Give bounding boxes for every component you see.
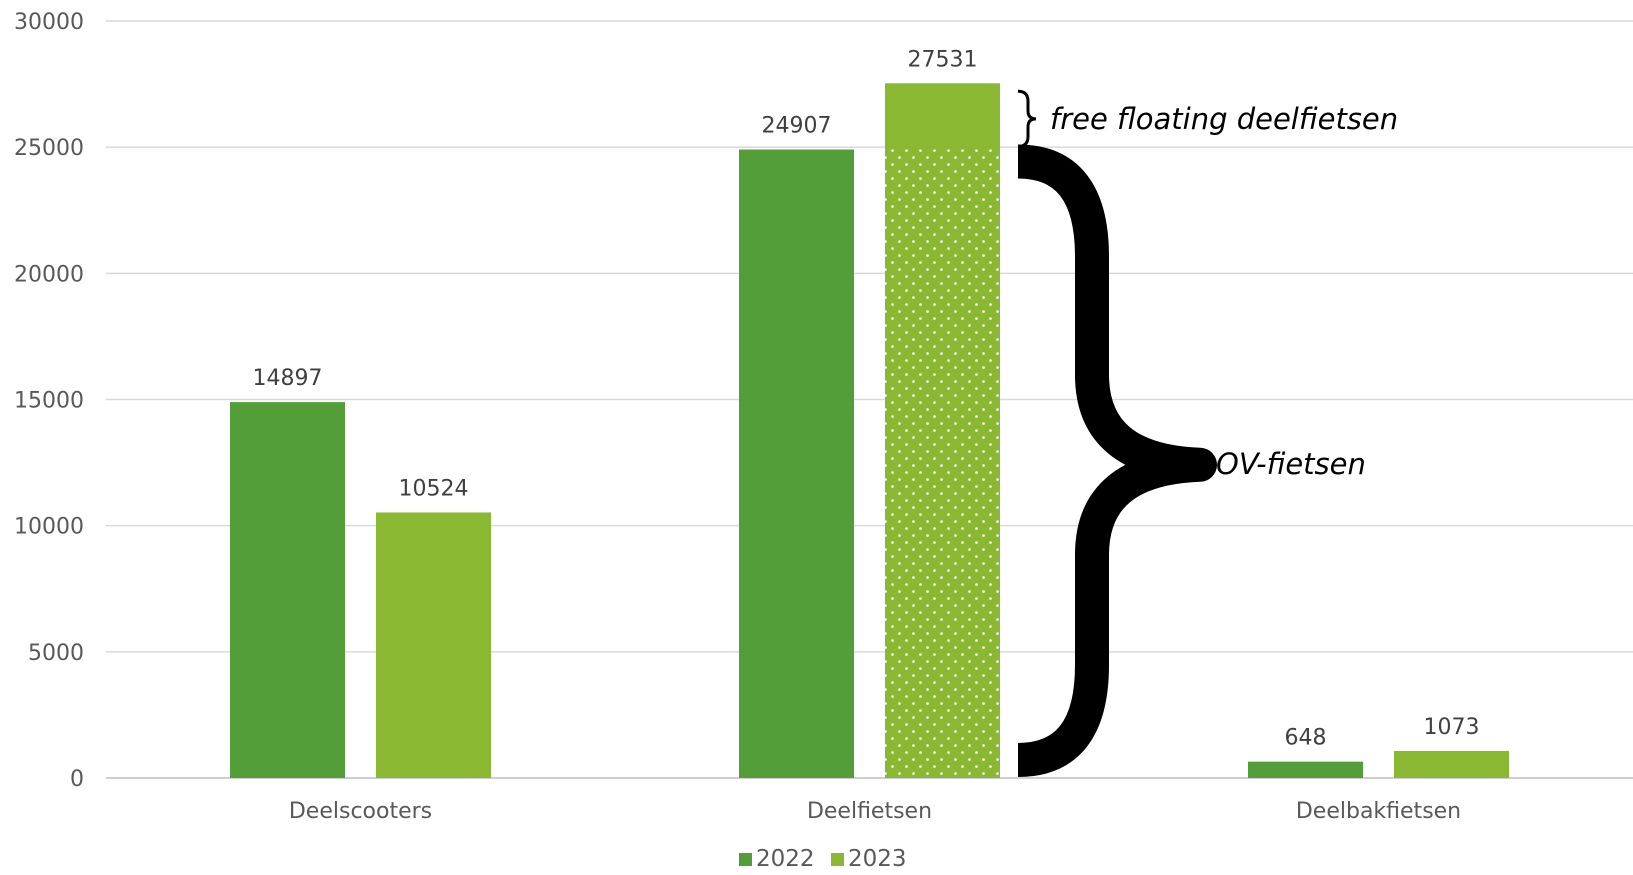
y-tick-label: 5000 [28,641,84,666]
bar-2022-deelscooters [230,402,345,778]
y-tick-label: 15000 [14,389,84,414]
y-tick-label: 10000 [14,515,84,540]
x-axis: Deelscooters Deelfietsen Deelbakfietsen [289,799,1461,824]
x-tick-label: Deelfietsen [807,799,932,824]
data-labels: 14897 10524 24907 27531 648 1073 [253,47,1480,750]
x-tick-label: Deelbakfietsen [1296,799,1461,824]
y-tick-label: 0 [70,767,84,792]
data-label: 24907 [762,114,832,139]
data-label: 14897 [253,366,323,391]
annotation-free-floating: free floating deelfietsen [1050,102,1398,136]
legend-swatch-2023 [831,853,844,866]
bar-2023-deelscooters [376,512,491,778]
legend: 2022 2023 [739,846,907,872]
bar-2022-deelfietsen [739,149,854,778]
legend-label: 2023 [848,846,907,872]
data-label: 1073 [1424,715,1480,740]
brace-ov-fietsen [1017,144,1217,777]
gridlines [106,20,1633,779]
bar-2022-deelbakfietsen [1248,761,1363,778]
bar-pattern-ov-fietsen [885,149,1000,778]
bars [230,83,1509,779]
bar-2023-deelbakfietsen [1394,750,1509,778]
brace-free-floating [1017,89,1037,149]
legend-label: 2022 [756,846,815,872]
legend-swatch-2022 [739,853,752,866]
y-tick-label: 20000 [14,262,84,287]
data-label: 27531 [908,47,978,72]
y-tick-label: 25000 [14,136,84,161]
y-tick-label: 30000 [14,10,84,35]
annotation-ov-fietsen: OV-fietsen [1216,447,1366,481]
data-label: 10524 [399,476,469,501]
x-tick-label: Deelscooters [289,799,432,824]
data-label: 648 [1285,726,1327,751]
y-axis: 0 5000 10000 15000 20000 25000 30000 [14,10,84,792]
annotations: free floating deelfietsen OV-fietsen [1017,89,1398,777]
